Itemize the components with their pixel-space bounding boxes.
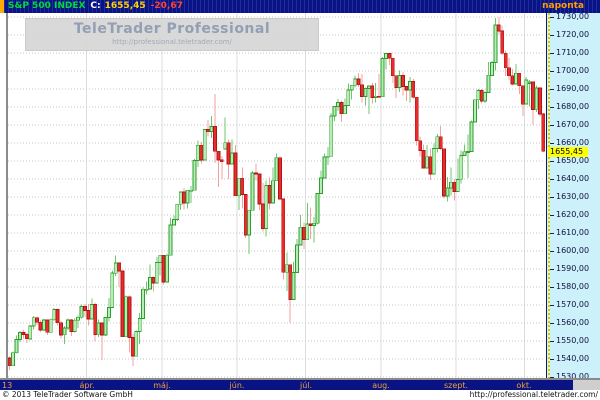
window-grip-icon[interactable] xyxy=(0,0,4,13)
price-tick-mark xyxy=(550,377,554,378)
price-tick-mark xyxy=(550,179,554,180)
time-tick-label: jún. xyxy=(229,381,245,390)
price-tick-mark xyxy=(550,323,554,324)
candlestick-plot-area[interactable]: TeleTrader Professional http://professio… xyxy=(0,13,546,378)
price-tick-mark xyxy=(550,89,554,90)
price-tick-label: 1560,00 xyxy=(556,318,590,327)
price-tick-label: 1530,00 xyxy=(556,372,590,378)
instrument-name: S&P 500 INDEX xyxy=(8,1,86,11)
status-strip: © 2013 TeleTrader Software GmbH http://p… xyxy=(0,390,600,400)
price-tick-mark xyxy=(550,143,554,144)
time-tick-label: aug. xyxy=(372,381,390,390)
price-tick-label: 1640,00 xyxy=(556,174,590,183)
price-tick-label: 1680,00 xyxy=(556,102,590,111)
close-label: C: xyxy=(90,1,101,11)
price-tick-mark xyxy=(550,197,554,198)
price-tick-label: 1630,00 xyxy=(556,192,590,201)
price-tick-mark xyxy=(550,215,554,216)
price-tick-label: 1690,00 xyxy=(556,84,590,93)
chart-title-bar: S&P 500 INDEX C: 1655,45 -20,67 naponta xyxy=(0,0,600,13)
time-tick-label: 13 xyxy=(2,381,13,390)
price-tick-mark xyxy=(550,161,554,162)
price-tick-mark xyxy=(550,125,554,126)
price-tick-label: 1620,00 xyxy=(556,210,590,219)
price-tick-mark xyxy=(550,305,554,306)
watermark-url: http://professional.teletrader.com/ xyxy=(112,38,232,46)
price-tick-mark xyxy=(550,287,554,288)
time-tick-label: szept. xyxy=(443,381,469,390)
price-tick-label: 1600,00 xyxy=(556,246,590,255)
time-tick-label: júl. xyxy=(299,381,313,390)
price-tick-label: 1540,00 xyxy=(556,354,590,363)
interval-selector[interactable]: naponta xyxy=(542,1,584,11)
price-tick-label: 1570,00 xyxy=(556,300,590,309)
time-axis[interactable]: 13 ápr. máj. jún. júl. aug. szept. okt. xyxy=(0,378,573,390)
price-tick-label: 1590,00 xyxy=(556,264,590,273)
price-tick-label: 1730,00 xyxy=(556,13,590,21)
price-tick-mark xyxy=(550,107,554,108)
price-tick-label: 1720,00 xyxy=(556,30,590,39)
price-tick-label: 1700,00 xyxy=(556,66,590,75)
price-tick-mark xyxy=(550,35,554,36)
price-tick-label: 1550,00 xyxy=(556,336,590,345)
copyright-text: © 2013 TeleTrader Software GmbH xyxy=(2,390,133,399)
price-change-value: -20,67 xyxy=(150,1,183,11)
time-tick-label: ápr. xyxy=(79,381,95,390)
teletrader-watermark: TeleTrader Professional http://professio… xyxy=(25,18,319,51)
footer-url: http://professional.teletrader.com/ xyxy=(469,390,598,399)
price-tick-mark xyxy=(550,53,554,54)
last-price-tag: 1655,45 xyxy=(548,147,588,157)
price-tick-label: 1650,00 xyxy=(556,156,590,165)
price-tick-label: 1610,00 xyxy=(556,228,590,237)
last-price-value: 1655,45 xyxy=(104,1,146,11)
price-tick-label: 1660,00 xyxy=(556,138,590,147)
price-tick-mark xyxy=(550,17,554,18)
price-tick-label: 1580,00 xyxy=(556,282,590,291)
time-tick-label: máj. xyxy=(153,381,171,390)
price-tick-mark xyxy=(550,269,554,270)
price-tick-mark xyxy=(550,233,554,234)
price-tick-label: 1710,00 xyxy=(556,48,590,57)
price-tick-label: 1670,00 xyxy=(556,120,590,129)
price-axis[interactable]: 1655,45 1730,00 1720,00 1710,00 1700,00 1690… xyxy=(546,13,600,378)
price-axis-ticks xyxy=(548,13,550,378)
price-tick-mark xyxy=(550,341,554,342)
price-tick-mark xyxy=(550,251,554,252)
candlestick-svg xyxy=(6,13,546,378)
price-tick-mark xyxy=(550,359,554,360)
price-tick-mark xyxy=(550,71,554,72)
time-tick-label: okt. xyxy=(516,381,532,390)
watermark-brand: TeleTrader Professional xyxy=(73,21,271,37)
axis-corner xyxy=(573,378,600,390)
